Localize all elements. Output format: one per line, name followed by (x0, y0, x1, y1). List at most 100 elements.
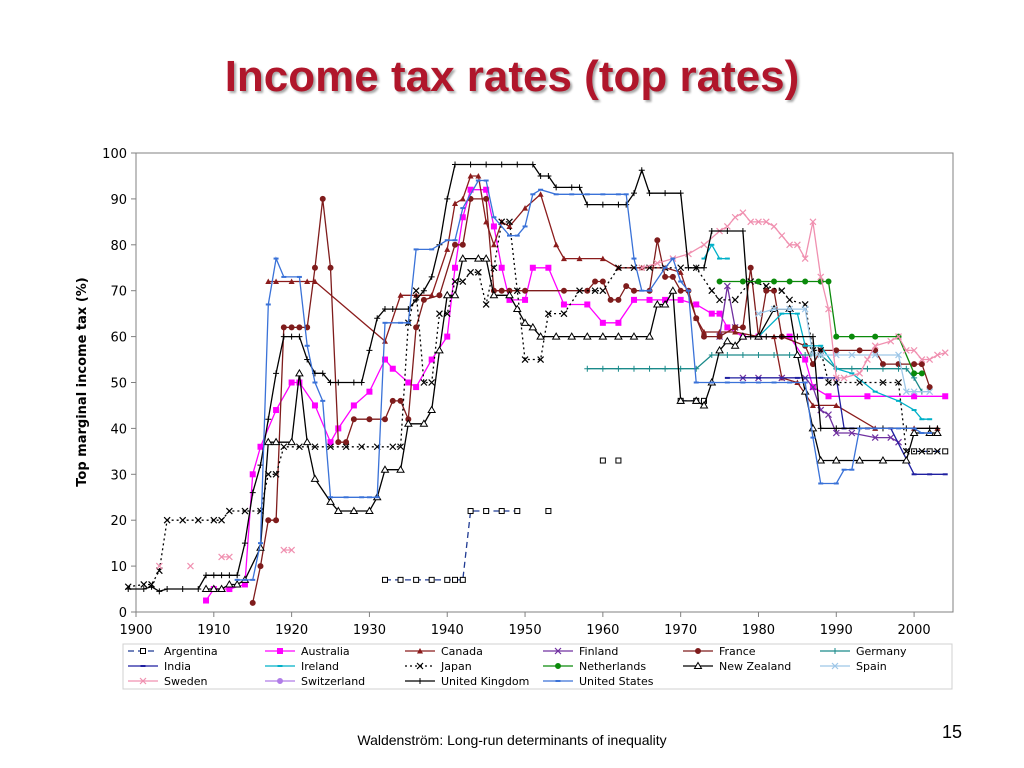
point-new-zealand (933, 428, 942, 436)
x-tick-label: 1930 (353, 623, 386, 638)
point-new-zealand (901, 456, 911, 464)
point-united-kingdom (226, 572, 233, 579)
legend-label: Netherlands (579, 660, 646, 673)
point-australia (203, 597, 210, 604)
legend-label: France (719, 645, 756, 658)
point-new-zealand (403, 419, 413, 427)
point-spain (801, 305, 809, 313)
point-united-kingdom (498, 161, 505, 168)
point-netherlands (739, 278, 746, 285)
legend-item-sweden: Sweden (128, 675, 207, 688)
point-united-kingdom (366, 347, 373, 354)
point-united-kingdom (778, 333, 785, 340)
point-new-zealand (326, 497, 335, 505)
point-spain (848, 351, 856, 359)
y-tick-label: 70 (110, 285, 127, 300)
point-france (420, 296, 427, 303)
point-argentina (381, 576, 388, 583)
point-france (389, 397, 396, 404)
point-united-kingdom (335, 379, 342, 386)
point-sweden (934, 351, 941, 359)
x-tick-label: 2000 (898, 623, 931, 638)
point-sweden (653, 259, 661, 267)
point-united-kingdom (599, 201, 606, 208)
point-argentina (498, 508, 505, 515)
point-france (693, 315, 700, 322)
point-sweden (863, 356, 871, 363)
point-japan (614, 264, 622, 272)
point-united-kingdom (381, 306, 388, 313)
point-france (459, 241, 466, 248)
y-tick-label: 50 (110, 377, 127, 392)
point-spain (755, 310, 762, 318)
point-sweden (871, 342, 879, 350)
point-united-kingdom (708, 228, 715, 235)
point-sweden (187, 562, 194, 570)
point-sweden (723, 223, 731, 230)
point-australia (428, 356, 435, 363)
point-japan (879, 379, 887, 386)
point-spain (895, 351, 902, 359)
point-australia (498, 264, 505, 271)
legend-label: Switzerland (301, 675, 365, 688)
point-new-zealand (660, 299, 670, 308)
point-new-zealand (855, 456, 864, 464)
y-tick-label: 80 (110, 239, 127, 254)
point-france (436, 292, 443, 299)
point-france (327, 264, 334, 271)
point-argentina (514, 508, 521, 515)
point-spain (910, 388, 918, 396)
point-new-zealand (629, 332, 639, 340)
point-new-zealand (349, 506, 359, 515)
point-new-zealand (691, 396, 701, 404)
point-united-kingdom (179, 586, 186, 593)
point-japan (412, 287, 420, 295)
point-spain (786, 305, 794, 313)
point-canada (467, 172, 474, 179)
point-sweden (809, 218, 817, 226)
point-japan (731, 296, 739, 304)
point-japan (280, 443, 288, 451)
point-japan (272, 470, 280, 478)
point-new-zealand (263, 437, 273, 446)
x-tick-label: 1910 (197, 623, 230, 638)
point-united-kingdom (350, 379, 357, 386)
point-new-zealand (598, 332, 608, 340)
point-japan (179, 516, 187, 524)
point-australia (350, 402, 357, 409)
point-spain (926, 388, 934, 396)
point-new-zealand (209, 584, 219, 593)
point-germany (802, 351, 809, 358)
point-canada (537, 191, 544, 197)
point-france (296, 324, 303, 331)
point-united-kingdom (296, 333, 303, 340)
point-sweden (902, 346, 910, 354)
point-france (257, 563, 264, 570)
point-united-kingdom (685, 264, 692, 271)
y-tick-label: 100 (102, 147, 127, 162)
point-france (483, 195, 490, 202)
point-japan (194, 516, 202, 524)
point-france (319, 195, 326, 202)
point-australia (560, 301, 567, 308)
point-new-zealand (512, 304, 522, 313)
point-france (732, 324, 739, 331)
point-canada (599, 255, 606, 262)
point-new-zealand (295, 368, 304, 377)
x-tick-label: 1970 (664, 623, 697, 638)
point-france (397, 397, 404, 404)
legend-item-new-zealand: New Zealand (683, 660, 791, 673)
point-canada (452, 200, 459, 206)
point-japan (513, 287, 521, 295)
point-japan (311, 443, 319, 451)
point-united-kingdom (623, 201, 630, 208)
point-new-zealand (528, 322, 538, 331)
legend-item-germany: Germany (820, 645, 907, 658)
slide-title: Income tax rates (top rates) (224, 52, 800, 101)
point-united-kingdom (529, 161, 536, 168)
point-argentina (428, 576, 435, 583)
point-united-kingdom (148, 583, 155, 590)
point-united-kingdom (234, 572, 241, 579)
point-new-zealand (481, 254, 491, 262)
legend-item-finland: Finland (543, 645, 618, 658)
